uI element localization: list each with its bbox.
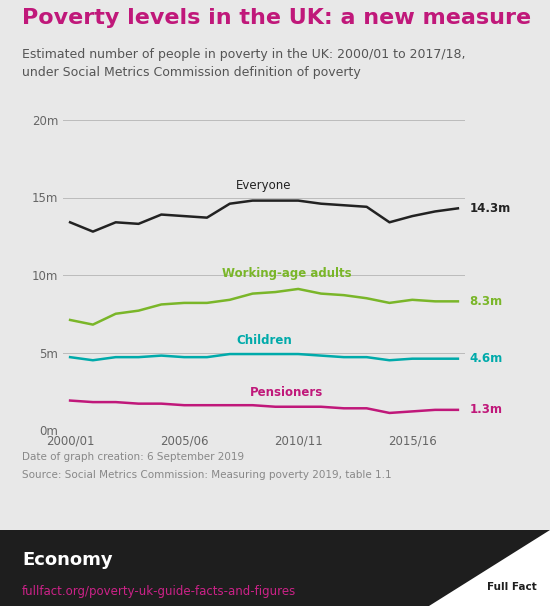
Text: Source: Social Metrics Commission: Measuring poverty 2019, table 1.1: Source: Social Metrics Commission: Measu… bbox=[22, 470, 392, 480]
Text: Full Fact: Full Fact bbox=[487, 582, 536, 592]
Text: Children: Children bbox=[236, 334, 292, 347]
Text: Pensioners: Pensioners bbox=[250, 386, 323, 399]
Text: 14.3m: 14.3m bbox=[469, 202, 510, 215]
Text: Working-age adults: Working-age adults bbox=[222, 267, 351, 281]
Text: Poverty levels in the UK: a new measure: Poverty levels in the UK: a new measure bbox=[22, 8, 531, 28]
Text: fullfact.org/poverty-uk-guide-facts-and-figures: fullfact.org/poverty-uk-guide-facts-and-… bbox=[22, 585, 296, 598]
Text: 4.6m: 4.6m bbox=[469, 352, 503, 365]
Text: Everyone: Everyone bbox=[236, 179, 292, 192]
Text: Economy: Economy bbox=[22, 551, 113, 569]
Text: Date of graph creation: 6 September 2019: Date of graph creation: 6 September 2019 bbox=[22, 452, 244, 462]
Text: 8.3m: 8.3m bbox=[469, 295, 503, 308]
Text: under Social Metrics Commission definition of poverty: under Social Metrics Commission definiti… bbox=[22, 66, 361, 79]
Text: Estimated number of people in poverty in the UK: 2000/01 to 2017/18,: Estimated number of people in poverty in… bbox=[22, 48, 465, 61]
Polygon shape bbox=[429, 530, 550, 606]
Text: 1.3m: 1.3m bbox=[469, 404, 502, 416]
